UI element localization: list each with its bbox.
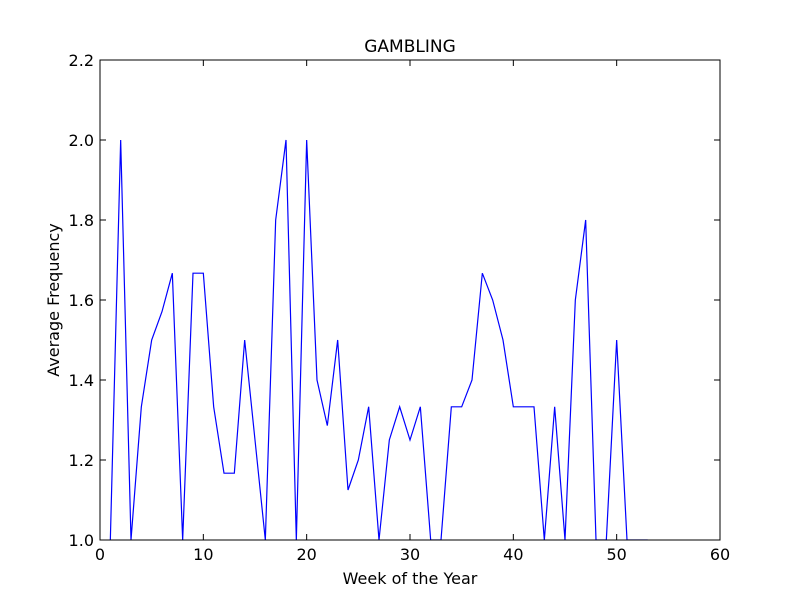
y-tick-label: 1.2 xyxy=(69,451,94,470)
chart-title: GAMBLING xyxy=(364,37,456,57)
y-tick-label: 1.0 xyxy=(69,531,94,550)
x-tick-label: 60 xyxy=(710,545,730,564)
x-tick-label: 0 xyxy=(95,545,105,564)
x-tick-label: 10 xyxy=(193,545,213,564)
x-tick-label: 30 xyxy=(400,545,420,564)
axis-ticks xyxy=(99,59,721,541)
plot-frame xyxy=(99,59,721,541)
y-tick-label: 2.2 xyxy=(69,51,94,70)
y-tick-label: 1.8 xyxy=(69,211,94,230)
x-axis-label: Week of the Year xyxy=(343,569,478,588)
y-tick-label: 1.6 xyxy=(69,291,94,310)
x-tick-label: 40 xyxy=(503,545,523,564)
y-axis-label: Average Frequency xyxy=(44,223,63,376)
plot-area xyxy=(109,139,648,540)
series-line-0 xyxy=(109,139,648,540)
x-tick-label: 50 xyxy=(606,545,626,564)
axis-tick-labels: 0 10 20 30 40 50 60 1.0 1.2 1.4 1.6 1.8 2.0 2.2 xyxy=(69,51,731,564)
y-tick-label: 1.4 xyxy=(69,371,94,390)
x-tick-label: 20 xyxy=(296,545,316,564)
y-tick-label: 2.0 xyxy=(69,131,94,150)
